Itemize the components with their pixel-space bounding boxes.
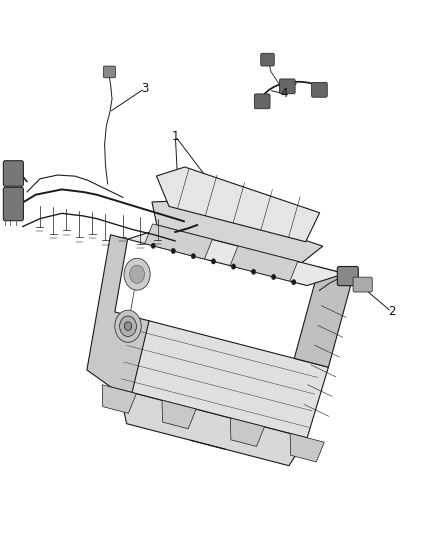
Circle shape [115, 310, 141, 342]
Text: 1: 1 [172, 130, 179, 143]
Polygon shape [152, 200, 323, 263]
Polygon shape [119, 321, 328, 438]
Polygon shape [294, 267, 353, 367]
Circle shape [251, 269, 256, 274]
FancyBboxPatch shape [261, 53, 274, 66]
Polygon shape [127, 227, 345, 286]
Circle shape [191, 254, 195, 259]
Text: 4: 4 [281, 87, 288, 100]
Polygon shape [290, 433, 324, 462]
Circle shape [231, 264, 236, 269]
FancyBboxPatch shape [103, 66, 116, 78]
Text: 3: 3 [141, 82, 148, 95]
Text: 2: 2 [388, 305, 395, 318]
Circle shape [151, 243, 155, 248]
Polygon shape [87, 235, 149, 392]
FancyBboxPatch shape [279, 79, 295, 94]
Polygon shape [156, 167, 320, 242]
Polygon shape [102, 385, 136, 413]
FancyBboxPatch shape [4, 161, 23, 186]
Polygon shape [230, 246, 298, 281]
Polygon shape [119, 389, 307, 466]
Circle shape [272, 274, 276, 280]
Circle shape [120, 316, 136, 336]
FancyBboxPatch shape [353, 277, 372, 292]
Circle shape [171, 248, 176, 254]
Circle shape [130, 265, 145, 283]
FancyBboxPatch shape [311, 83, 327, 97]
Polygon shape [162, 400, 196, 429]
FancyBboxPatch shape [4, 187, 23, 221]
Circle shape [124, 322, 131, 330]
FancyBboxPatch shape [337, 266, 358, 286]
Circle shape [292, 279, 296, 285]
FancyBboxPatch shape [254, 94, 270, 109]
Polygon shape [145, 224, 212, 259]
Circle shape [211, 259, 215, 264]
Polygon shape [230, 418, 265, 447]
Circle shape [124, 259, 150, 290]
